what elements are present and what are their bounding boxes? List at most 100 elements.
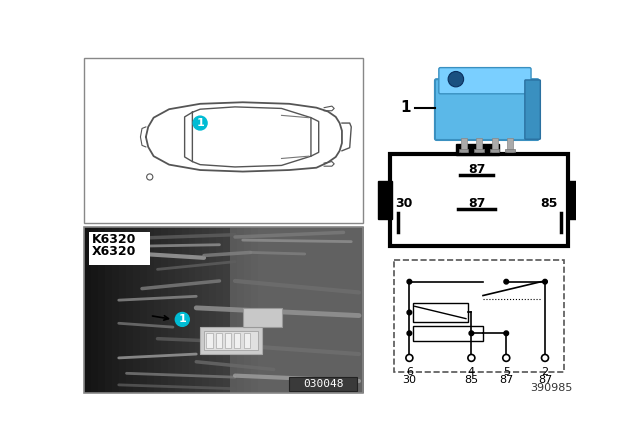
Bar — [202, 227, 210, 392]
Bar — [84, 227, 363, 392]
Text: 1: 1 — [400, 100, 411, 115]
Bar — [328, 227, 336, 392]
Text: 390985: 390985 — [530, 383, 572, 392]
Text: 4: 4 — [468, 367, 475, 377]
Bar — [279, 227, 287, 392]
Text: 2: 2 — [541, 367, 548, 377]
Circle shape — [504, 280, 509, 284]
Bar — [154, 227, 161, 392]
Bar — [195, 227, 204, 392]
Bar — [476, 138, 482, 152]
Bar — [182, 227, 189, 392]
Bar — [390, 154, 568, 246]
Bar — [223, 227, 231, 392]
Bar — [456, 144, 499, 155]
Bar — [461, 138, 467, 152]
Bar — [259, 227, 266, 392]
FancyBboxPatch shape — [525, 80, 540, 139]
Bar — [132, 227, 140, 392]
Bar — [84, 58, 363, 223]
Bar — [349, 227, 356, 392]
Bar — [265, 227, 273, 392]
Text: 1: 1 — [179, 314, 186, 324]
Bar — [300, 227, 308, 392]
Bar — [189, 227, 196, 392]
Bar — [506, 149, 515, 152]
Text: 87: 87 — [468, 197, 486, 210]
Bar — [314, 227, 322, 392]
Text: 030048: 030048 — [303, 379, 344, 389]
Bar — [459, 149, 468, 152]
Circle shape — [448, 72, 463, 87]
Bar — [206, 332, 212, 348]
Bar — [490, 149, 499, 152]
Bar — [204, 331, 259, 350]
Bar — [507, 138, 513, 152]
Circle shape — [407, 280, 412, 284]
Bar — [112, 227, 120, 392]
Bar — [84, 227, 363, 392]
Text: X6320: X6320 — [92, 245, 136, 258]
Bar — [394, 260, 564, 372]
Bar — [321, 227, 329, 392]
Bar — [168, 227, 175, 392]
Bar — [286, 227, 294, 392]
Bar — [243, 308, 282, 327]
Text: 87: 87 — [468, 163, 486, 176]
Bar — [356, 227, 364, 392]
Bar — [566, 181, 580, 220]
Bar — [474, 149, 484, 152]
Circle shape — [543, 280, 547, 284]
Bar — [289, 377, 358, 391]
Bar — [237, 227, 245, 392]
Bar — [91, 227, 99, 392]
Bar — [230, 227, 238, 392]
Text: 30: 30 — [396, 197, 413, 210]
Text: 85: 85 — [540, 197, 557, 210]
Bar — [84, 227, 92, 392]
Bar — [98, 227, 106, 392]
Bar — [272, 227, 280, 392]
Bar — [216, 227, 224, 392]
Bar — [125, 227, 134, 392]
Bar — [200, 327, 262, 354]
Bar — [252, 227, 259, 392]
Bar — [307, 227, 315, 392]
Circle shape — [407, 310, 412, 315]
Bar — [147, 227, 154, 392]
Text: 87: 87 — [538, 375, 552, 385]
Bar — [90, 233, 150, 265]
Bar — [378, 181, 392, 220]
Bar — [413, 326, 483, 341]
Bar — [244, 332, 250, 348]
Bar — [335, 227, 343, 392]
Bar — [105, 227, 113, 392]
Bar — [216, 332, 222, 348]
Bar — [161, 227, 168, 392]
Text: 6: 6 — [406, 367, 413, 377]
Bar — [234, 332, 241, 348]
Bar — [225, 332, 231, 348]
Bar — [119, 227, 127, 392]
Bar — [175, 227, 182, 392]
Text: K6320: K6320 — [92, 233, 136, 246]
Bar — [293, 227, 301, 392]
Bar — [244, 227, 252, 392]
Circle shape — [175, 313, 189, 326]
Text: 5: 5 — [503, 367, 509, 377]
Text: 1: 1 — [196, 118, 204, 128]
Circle shape — [407, 331, 412, 336]
Text: 87: 87 — [499, 375, 513, 385]
Bar — [413, 303, 467, 322]
Bar — [209, 227, 217, 392]
Bar — [492, 138, 498, 152]
Bar — [140, 227, 147, 392]
Text: 85: 85 — [464, 375, 479, 385]
Circle shape — [193, 116, 207, 130]
Bar — [342, 227, 349, 392]
Text: 30: 30 — [403, 375, 417, 385]
FancyBboxPatch shape — [435, 79, 539, 140]
Circle shape — [504, 331, 509, 336]
Circle shape — [469, 331, 474, 336]
FancyBboxPatch shape — [439, 68, 531, 94]
